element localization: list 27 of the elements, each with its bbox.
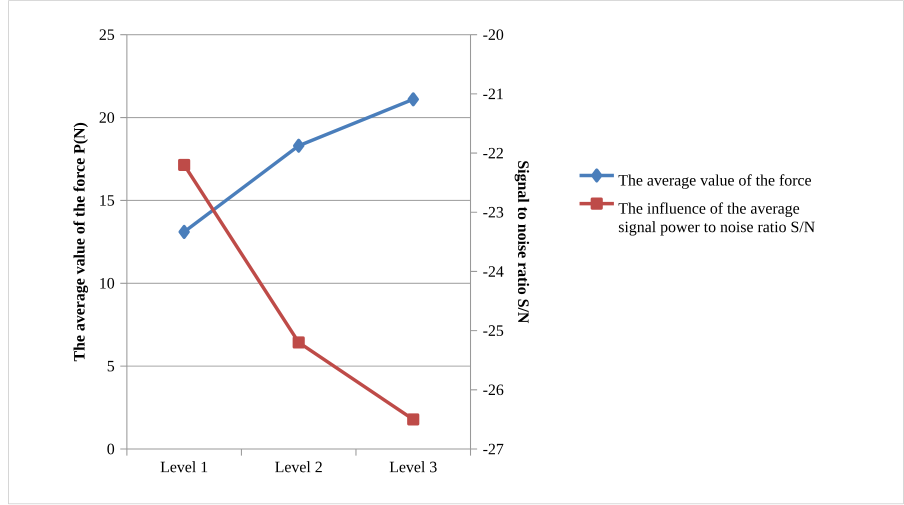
- y-tick-label: 20: [100, 112, 114, 124]
- y2-tick-label: -20: [483, 30, 504, 40]
- y-tick-label: 10: [100, 278, 114, 289]
- y2-tick-label: -21: [483, 88, 503, 100]
- y2-tick-label: -25: [483, 326, 504, 336]
- y2-axis-title: Signal to noise ratio S/N: [514, 161, 530, 324]
- y-axis-title: The average value of the force P(N): [73, 123, 88, 362]
- y-tick-label: 25: [100, 30, 114, 40]
- point: [407, 414, 420, 426]
- point: [408, 92, 419, 107]
- y2-tick-label: -23: [483, 207, 504, 218]
- y-tick-label: 5: [108, 361, 114, 372]
- y2-tick-label: -27: [483, 444, 504, 455]
- x-tick-label: Level 2: [275, 461, 322, 473]
- legend-label: The influence of the average signal power to noise ratio S/N: [618, 202, 815, 236]
- point: [178, 159, 190, 172]
- y-tick-label: 15: [100, 195, 114, 206]
- x-tick-label: Level 3: [390, 461, 437, 473]
- point: [178, 225, 190, 240]
- point: [292, 336, 305, 349]
- x-tick-label: Level 1: [160, 461, 208, 473]
- point: [293, 138, 304, 153]
- y2-tick-label: -22: [483, 148, 503, 159]
- y-tick-label: 0: [107, 444, 114, 455]
- y2-tick-label: -24: [483, 266, 504, 277]
- y2-tick-label: -26: [483, 384, 504, 396]
- legend-label: The average value of the force: [618, 174, 812, 190]
